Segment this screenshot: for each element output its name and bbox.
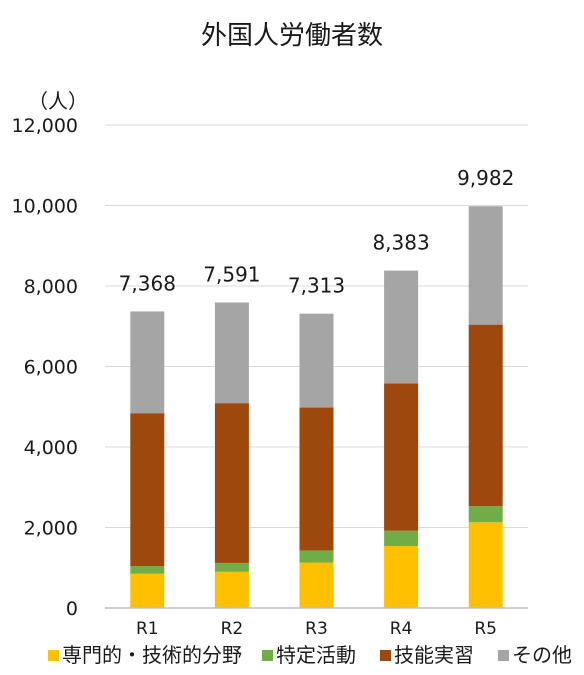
bar-segment <box>299 313 334 408</box>
chart-title: 外国人労働者数 <box>201 21 383 51</box>
bar-segment <box>299 407 334 551</box>
legend-label: 特定活動 <box>276 643 356 667</box>
bar-segment <box>130 311 165 414</box>
bar-segment <box>299 562 334 608</box>
bar-total-label: 8,383 <box>372 231 429 255</box>
bar-segment <box>214 302 249 404</box>
bar-segment <box>130 566 165 574</box>
y-tick-label: 6,000 <box>24 357 78 379</box>
x-tick-label: R3 <box>305 619 328 639</box>
x-axis-ticks: R1 R2 R3 R4 R5 <box>136 619 497 639</box>
bars <box>130 206 503 608</box>
total-labels: 7,368 7,591 7,313 8,383 9,982 <box>119 166 515 297</box>
bar-segment <box>299 550 334 563</box>
legend-label: 技能実習 <box>394 643 474 667</box>
bar-segment <box>468 506 503 523</box>
y-tick-label: 4,000 <box>24 437 78 459</box>
bar-segment <box>214 403 249 563</box>
bar-segment <box>214 571 249 608</box>
y-tick-label: 8,000 <box>24 276 78 298</box>
bar-segment <box>130 573 165 608</box>
bar-segment <box>384 383 419 531</box>
y-tick-label: 12,000 <box>12 115 78 137</box>
bar-segment <box>214 562 249 572</box>
legend-swatch <box>48 650 59 661</box>
x-tick-label: R4 <box>390 619 413 639</box>
x-tick-label: R1 <box>136 619 159 639</box>
x-tick-label: R5 <box>474 619 497 639</box>
y-tick-label: 0 <box>66 598 78 620</box>
bar-segment <box>384 530 419 547</box>
bar-segment <box>468 206 503 325</box>
bar-segment <box>384 546 419 608</box>
bar-segment <box>468 522 503 608</box>
legend: 専門的・技術的分野 特定活動 技能実習 その他 <box>48 643 572 667</box>
bar-total-label: 7,591 <box>203 262 260 286</box>
y-tick-label: 2,000 <box>24 518 78 540</box>
x-tick-label: R2 <box>221 619 244 639</box>
legend-label: その他 <box>512 643 572 667</box>
bar-total-label: 9,982 <box>457 166 514 190</box>
y-axis-unit-label: （人） <box>28 89 88 113</box>
bar-total-label: 7,313 <box>288 274 345 298</box>
legend-swatch <box>498 650 509 661</box>
legend-swatch <box>262 650 273 661</box>
legend-label: 専門的・技術的分野 <box>62 643 242 667</box>
bar-segment <box>130 413 165 567</box>
bar-segment <box>468 324 503 507</box>
y-axis-ticks: 0 2,000 4,000 6,000 8,000 10,000 12,000 <box>12 115 78 620</box>
bar-segment <box>384 270 419 384</box>
y-tick-label: 10,000 <box>12 196 78 218</box>
bar-total-label: 7,368 <box>119 271 176 295</box>
legend-swatch <box>380 650 391 661</box>
